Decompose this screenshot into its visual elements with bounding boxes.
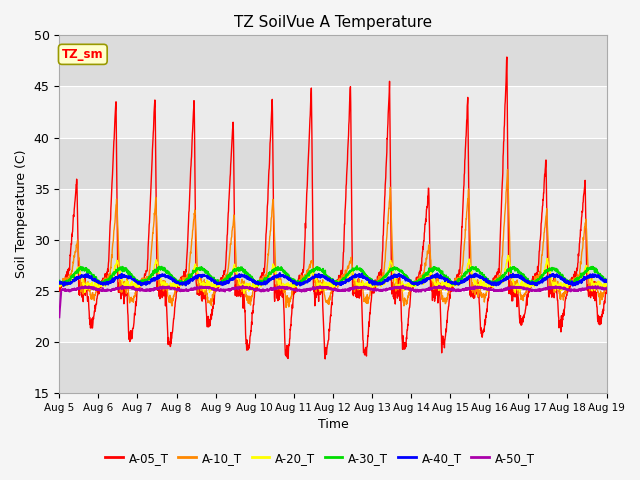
Line: A-40_T: A-40_T — [60, 273, 607, 286]
A-10_T — [552, 283, 560, 289]
Bar — [60, 240, 607, 291]
A-30_T — [602, 277, 610, 283]
Text: TZ_sm: TZ_sm — [62, 48, 104, 61]
A-30_T — [467, 268, 474, 274]
Line: A-30_T: A-30_T — [60, 266, 607, 285]
A-10_T — [504, 167, 511, 173]
Line: A-05_T: A-05_T — [60, 57, 607, 359]
A-10_T — [305, 264, 313, 269]
Bar — [60, 36, 607, 86]
A-05_T — [603, 285, 611, 291]
Bar — [60, 342, 607, 393]
A-20_T — [602, 282, 610, 288]
A-40_T — [552, 273, 560, 279]
A-20_T — [305, 277, 313, 283]
A-50_T — [536, 288, 544, 294]
A-05_T — [602, 288, 610, 293]
A-30_T — [537, 275, 545, 281]
A-40_T — [467, 274, 474, 280]
A-20_T — [363, 282, 371, 288]
A-30_T — [552, 266, 560, 272]
A-20_T — [603, 282, 611, 288]
Bar — [60, 291, 607, 342]
A-10_T — [56, 282, 63, 288]
Bar — [60, 189, 607, 240]
A-50_T — [603, 286, 611, 292]
A-40_T — [60, 283, 67, 289]
A-05_T — [467, 292, 474, 298]
A-05_T — [305, 144, 313, 149]
A-40_T — [56, 281, 63, 287]
A-30_T — [603, 279, 611, 285]
A-50_T — [399, 283, 406, 288]
A-40_T — [603, 278, 611, 284]
A-40_T — [276, 270, 284, 276]
A-20_T — [56, 281, 63, 287]
A-10_T — [282, 305, 290, 311]
Line: A-20_T: A-20_T — [60, 255, 607, 293]
A-30_T — [410, 282, 418, 288]
A-20_T — [552, 280, 560, 286]
A-50_T — [602, 287, 610, 292]
Line: A-50_T: A-50_T — [60, 286, 607, 317]
Y-axis label: Soil Temperature (C): Soil Temperature (C) — [15, 150, 28, 278]
A-50_T — [552, 284, 560, 289]
A-20_T — [467, 264, 474, 269]
Title: TZ SoilVue A Temperature: TZ SoilVue A Temperature — [234, 15, 432, 30]
A-05_T — [321, 356, 329, 362]
A-05_T — [552, 289, 560, 295]
A-05_T — [363, 344, 371, 349]
X-axis label: Time: Time — [317, 419, 348, 432]
Legend: A-05_T, A-10_T, A-20_T, A-30_T, A-40_T, A-50_T: A-05_T, A-10_T, A-20_T, A-30_T, A-40_T, … — [100, 447, 540, 469]
A-10_T — [537, 271, 545, 276]
A-30_T — [56, 278, 63, 284]
A-10_T — [603, 284, 611, 290]
A-20_T — [504, 252, 512, 258]
A-20_T — [537, 278, 545, 284]
A-50_T — [305, 287, 313, 292]
A-10_T — [467, 238, 474, 244]
Bar — [60, 86, 607, 138]
A-50_T — [56, 314, 63, 320]
Line: A-10_T: A-10_T — [60, 170, 607, 308]
A-10_T — [602, 283, 610, 288]
A-40_T — [305, 278, 313, 284]
A-40_T — [537, 279, 545, 285]
A-05_T — [56, 288, 63, 294]
A-30_T — [353, 263, 361, 269]
A-30_T — [363, 274, 371, 279]
A-30_T — [305, 271, 313, 277]
A-50_T — [363, 285, 371, 290]
A-05_T — [537, 233, 545, 239]
A-10_T — [363, 295, 371, 300]
A-05_T — [503, 54, 511, 60]
Bar — [60, 138, 607, 189]
A-50_T — [467, 286, 474, 291]
A-40_T — [602, 277, 610, 283]
A-40_T — [364, 275, 371, 281]
A-20_T — [240, 290, 248, 296]
